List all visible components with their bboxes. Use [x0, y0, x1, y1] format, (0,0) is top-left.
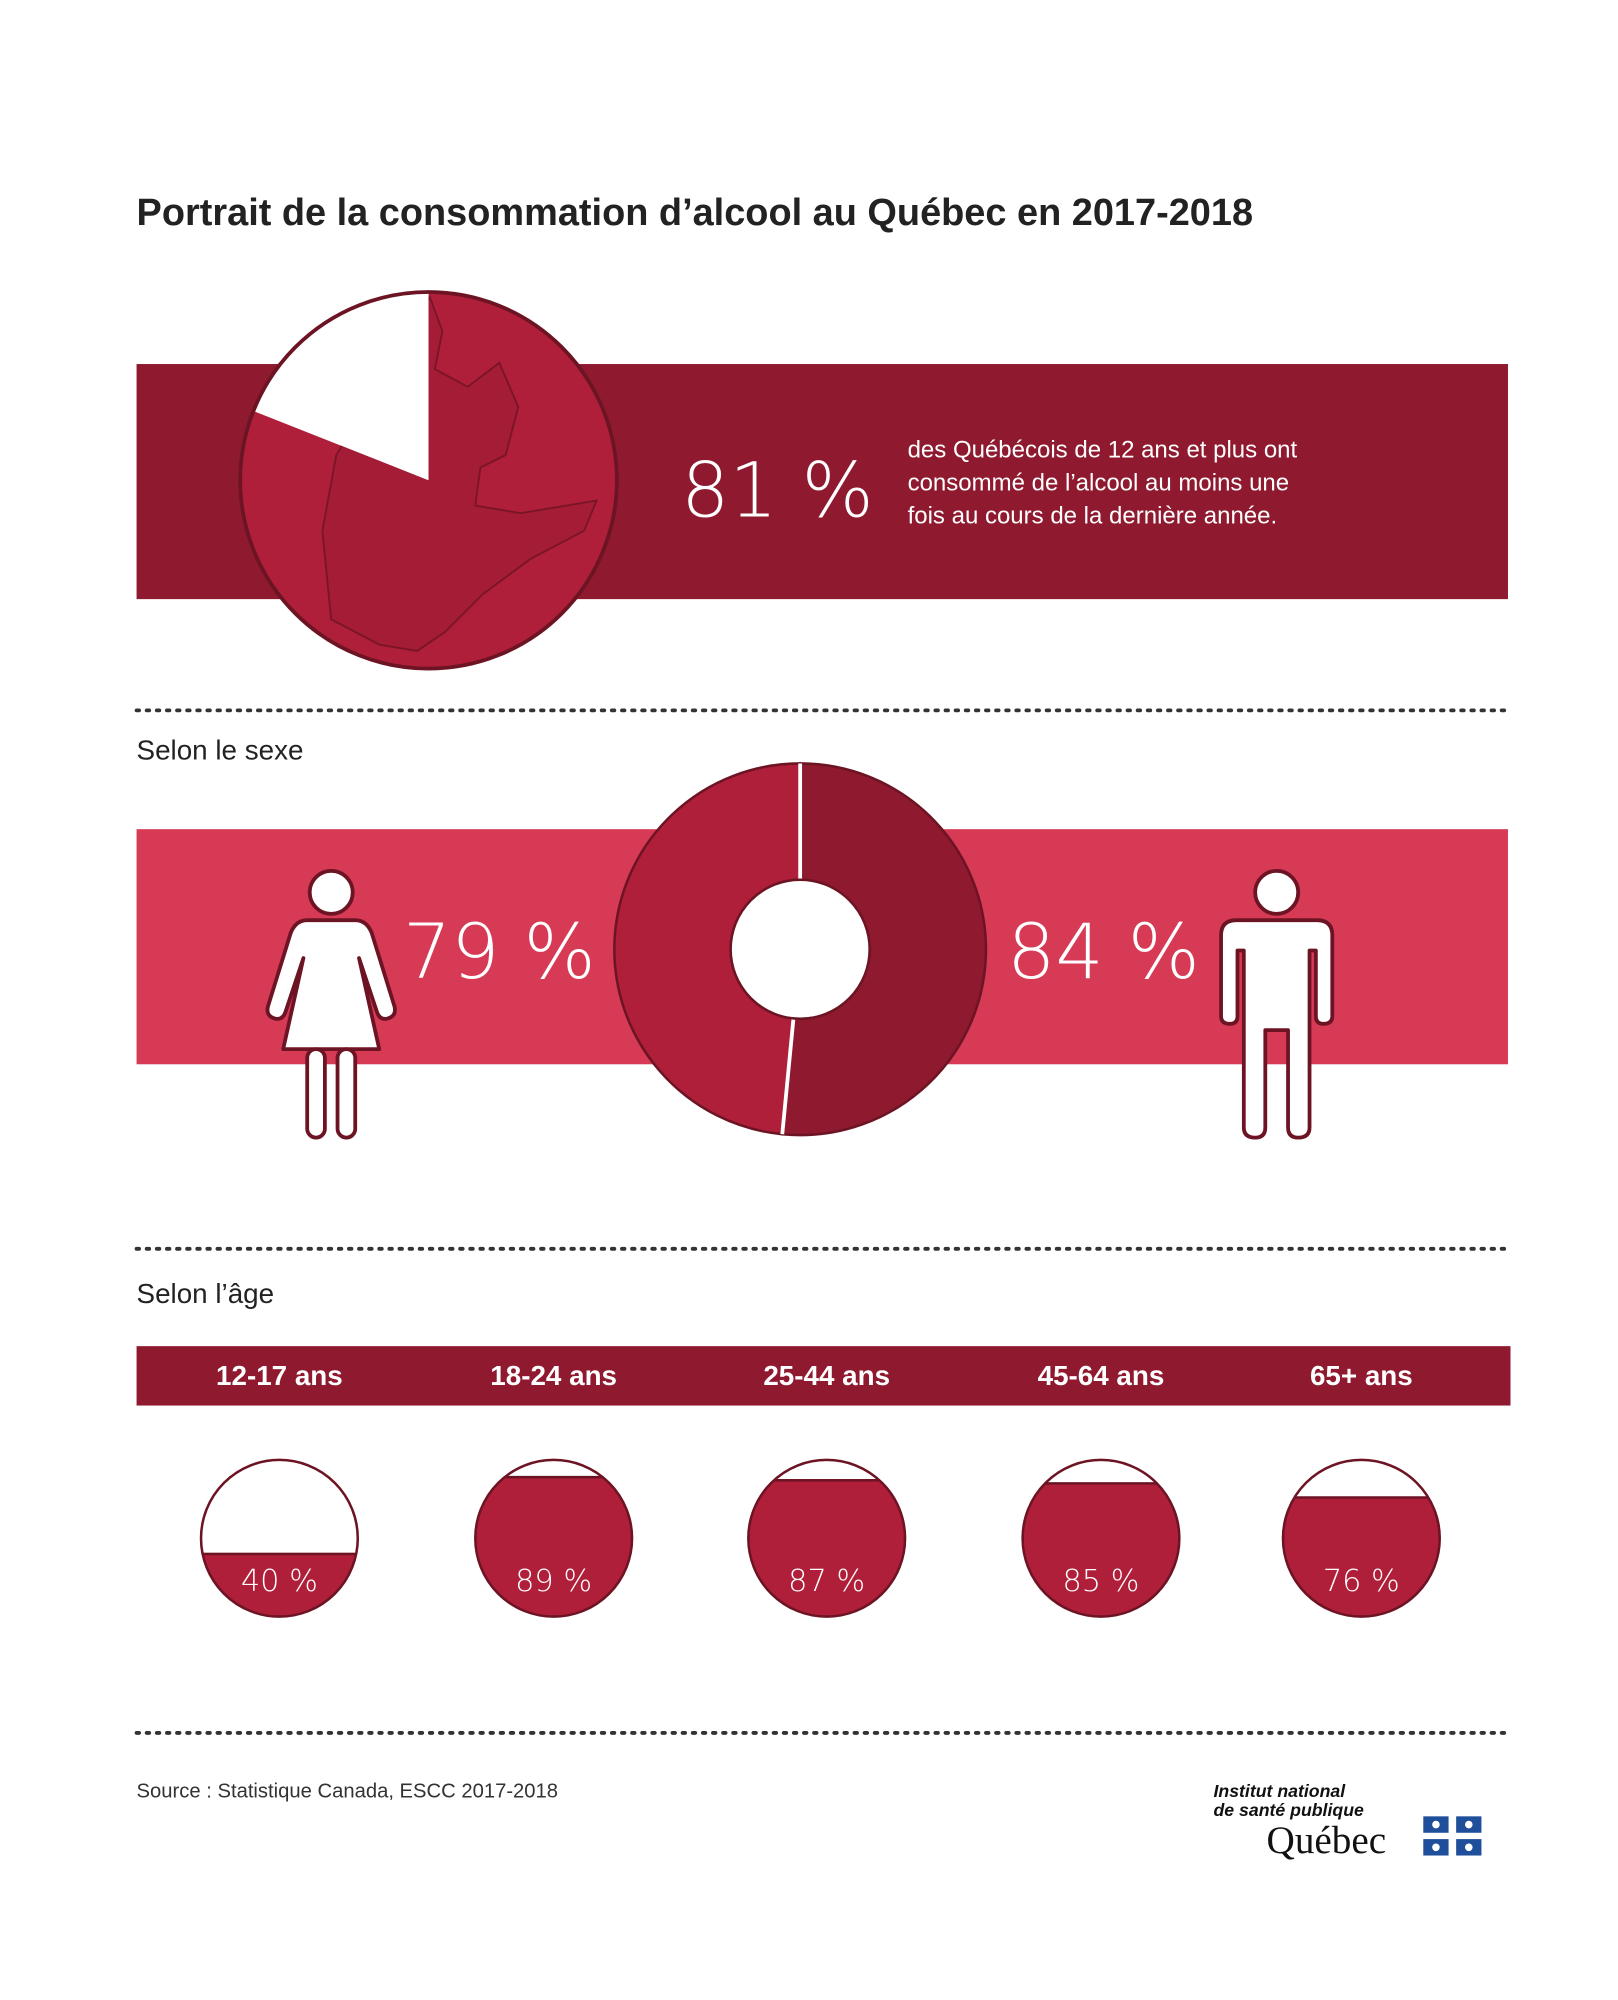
- age-label: 87 %: [788, 1564, 865, 1599]
- pie-outline: [238, 290, 619, 671]
- sex-donut: [613, 762, 988, 1137]
- age-name: 25-44 ans: [763, 1360, 890, 1391]
- women-label: 79 %: [403, 908, 596, 996]
- age-name: 45-64 ans: [1038, 1360, 1165, 1391]
- section-heading: Selon l’âge: [137, 1278, 275, 1309]
- donut-divider: [780, 1018, 796, 1135]
- logo: Institut national de santé publique Québ…: [1213, 1781, 1482, 1862]
- logo-text: Québec: [1267, 1819, 1387, 1862]
- age-fill: [475, 1475, 633, 1617]
- overall-label: 81 %: [681, 446, 874, 534]
- section-heading: Selon le sexe: [137, 734, 304, 765]
- age-name: 65+ ans: [1310, 1360, 1413, 1391]
- man-icon: [1219, 868, 1335, 1140]
- logo-fleur: [1432, 1820, 1473, 1852]
- logo-text: de santé publique: [1213, 1800, 1364, 1820]
- age-fill: [748, 1479, 906, 1617]
- age-circle-outline: [747, 1458, 907, 1618]
- source: Source : Statistique Canada, ESCC 2017-2…: [137, 1781, 558, 1803]
- logo-flag: [1423, 1816, 1482, 1856]
- donut-hole: [729, 878, 871, 1021]
- men-label: 84 %: [1007, 908, 1200, 996]
- logo-text: Institut national: [1213, 1781, 1346, 1801]
- title: Portrait de la consommation d’alcool au …: [137, 192, 1254, 234]
- age-circle-outline: [1281, 1458, 1441, 1618]
- age-label: 89 %: [515, 1564, 592, 1599]
- woman-icon: [265, 868, 397, 1140]
- age-fill: [1022, 1482, 1180, 1617]
- age-name: 12-17 ans: [216, 1360, 343, 1391]
- overall-pie: [238, 290, 619, 671]
- age-circle-outline: [199, 1458, 360, 1618]
- overall-text: des Québécois de 12 ans et plus ont: [908, 437, 1298, 464]
- age-band: [136, 1346, 1511, 1406]
- age-label: 85 %: [1062, 1564, 1139, 1599]
- age-circle-outline: [474, 1458, 634, 1618]
- age-name: 18-24 ans: [490, 1360, 617, 1391]
- age-label: 76 %: [1323, 1564, 1400, 1599]
- overall-text: fois au cours de la dernière année.: [908, 502, 1278, 529]
- age-circle-outline: [1021, 1458, 1181, 1618]
- age-label: 40 %: [241, 1564, 318, 1599]
- overall-text: consommé de l’alcool au moins une: [908, 469, 1290, 496]
